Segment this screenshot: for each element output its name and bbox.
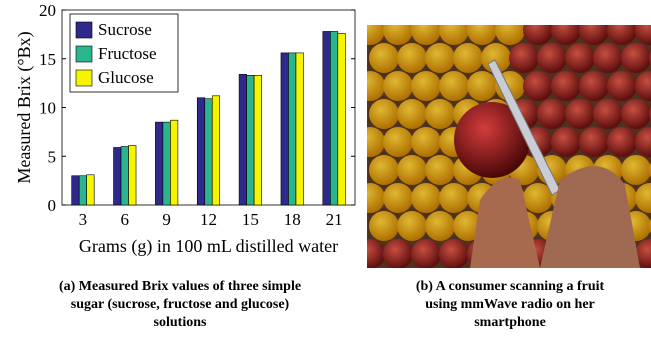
figure: (a) Measured Brix values of three simple… — [0, 0, 651, 343]
y-axis-label: Measured Brix (°Bx) — [14, 31, 35, 183]
bar — [72, 176, 80, 205]
legend-label: Sucrose — [98, 20, 152, 39]
bar — [323, 31, 331, 205]
caption: sugar (sucrose, fructose and glucose) — [71, 297, 290, 312]
legend-swatch — [76, 70, 92, 86]
chart: (a) Measured Brix values of three simple… — [0, 0, 651, 343]
photo — [355, 15, 651, 269]
bar — [87, 175, 95, 205]
x-tick-label: 18 — [284, 210, 301, 229]
y-tick-label: 15 — [39, 50, 56, 69]
bar — [254, 75, 262, 205]
legend-label: Fructose — [98, 44, 157, 63]
x-tick-label: 6 — [121, 210, 130, 229]
x-tick-label: 12 — [200, 210, 217, 229]
caption: smartphone — [474, 315, 546, 330]
x-tick-label: 9 — [162, 210, 171, 229]
caption: (a) Measured Brix values of three simple — [59, 279, 301, 294]
y-tick-label: 20 — [39, 1, 56, 20]
y-tick-label: 0 — [48, 196, 57, 215]
caption: solutions — [154, 315, 207, 330]
x-tick-label: 15 — [242, 210, 259, 229]
y-tick-label: 5 — [48, 147, 57, 166]
bar — [212, 96, 220, 205]
bar — [239, 74, 247, 205]
bar — [338, 33, 346, 205]
bar — [129, 146, 137, 205]
legend-swatch — [76, 46, 92, 62]
bar — [205, 99, 213, 205]
bar — [79, 176, 87, 205]
bar — [155, 122, 163, 205]
caption: (b) A consumer scanning a fruit — [416, 279, 605, 294]
bar — [288, 53, 296, 205]
bar — [281, 53, 289, 205]
bar — [247, 75, 255, 205]
bar — [330, 31, 338, 205]
legend-label: Glucose — [98, 68, 154, 87]
legend-swatch — [76, 22, 92, 38]
bar — [170, 120, 178, 205]
x-tick-label: 21 — [326, 210, 343, 229]
x-tick-label: 3 — [79, 210, 88, 229]
y-tick-label: 10 — [39, 99, 56, 118]
bar — [163, 122, 171, 205]
caption: using mmWave radio on her — [425, 297, 595, 312]
bar — [296, 53, 304, 205]
bar — [114, 147, 122, 205]
bar — [197, 98, 205, 205]
x-axis-label: Grams (g) in 100 mL distilled water — [79, 236, 338, 257]
bar — [121, 147, 128, 206]
